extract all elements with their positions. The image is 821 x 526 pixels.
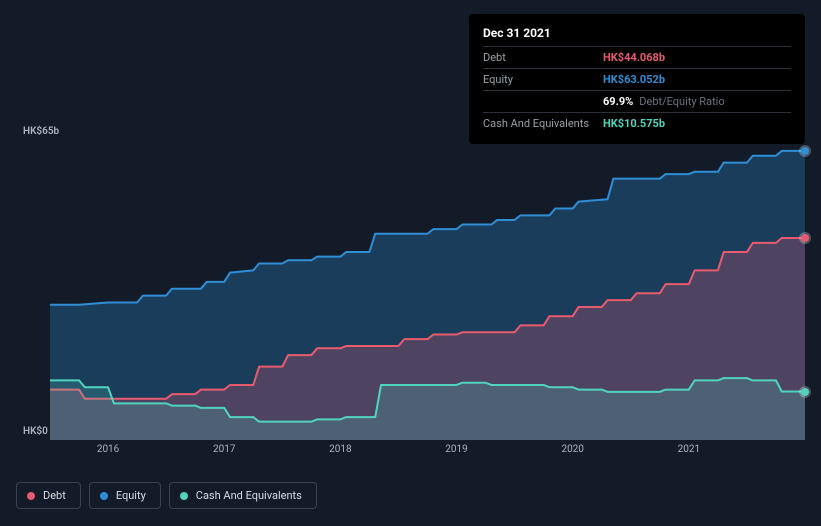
debt-equity-chart: Dec 31 2021 DebtHK$44.068bEquityHK$63.05… bbox=[0, 0, 821, 526]
end-marker-debt bbox=[801, 234, 809, 242]
legend-label: Equity bbox=[116, 489, 146, 502]
x-axis: 2016 2017 2018 2019 2020 2021 bbox=[16, 444, 805, 464]
x-axis-tick: 2016 bbox=[97, 444, 119, 455]
y-axis-label: HK$65b bbox=[23, 126, 59, 137]
end-marker-cash bbox=[801, 388, 809, 396]
legend-item-equity[interactable]: Equity bbox=[89, 482, 161, 509]
x-axis-tick: 2021 bbox=[678, 444, 700, 455]
tooltip-row-value: 69.9%Debt/Equity Ratio bbox=[603, 95, 791, 108]
x-axis-tick: 2019 bbox=[445, 444, 467, 455]
legend-swatch-icon bbox=[100, 492, 108, 500]
tooltip-row-suffix: Debt/Equity Ratio bbox=[639, 95, 724, 108]
legend-swatch-icon bbox=[27, 492, 35, 500]
x-axis-tick: 2020 bbox=[561, 444, 583, 455]
x-axis-tick: 2017 bbox=[213, 444, 235, 455]
tooltip-date: Dec 31 2021 bbox=[483, 22, 791, 46]
tooltip-row: 69.9%Debt/Equity Ratio bbox=[483, 90, 791, 112]
plot-area[interactable] bbox=[16, 142, 805, 440]
legend-swatch-icon bbox=[180, 492, 188, 500]
legend-label: Cash And Equivalents bbox=[196, 489, 302, 502]
tooltip-row-label: Cash And Equivalents bbox=[483, 117, 603, 130]
tooltip-row-label: Equity bbox=[483, 73, 603, 86]
chart-tooltip: Dec 31 2021 DebtHK$44.068bEquityHK$63.05… bbox=[469, 14, 805, 144]
legend-item-cash[interactable]: Cash And Equivalents bbox=[169, 482, 317, 509]
end-marker-equity bbox=[801, 147, 809, 155]
tooltip-row-label: Debt bbox=[483, 51, 603, 64]
tooltip-row-value: HK$63.052b bbox=[603, 73, 791, 86]
tooltip-row: DebtHK$44.068b bbox=[483, 46, 791, 68]
x-axis-tick: 2018 bbox=[329, 444, 351, 455]
legend-item-debt[interactable]: Debt bbox=[16, 482, 81, 509]
tooltip-row-value: HK$10.575b bbox=[603, 117, 791, 130]
tooltip-row: EquityHK$63.052b bbox=[483, 68, 791, 90]
tooltip-row: Cash And EquivalentsHK$10.575b bbox=[483, 112, 791, 134]
tooltip-row-value: HK$44.068b bbox=[603, 51, 791, 64]
legend-label: Debt bbox=[43, 489, 66, 502]
legend: Debt Equity Cash And Equivalents bbox=[16, 482, 317, 509]
